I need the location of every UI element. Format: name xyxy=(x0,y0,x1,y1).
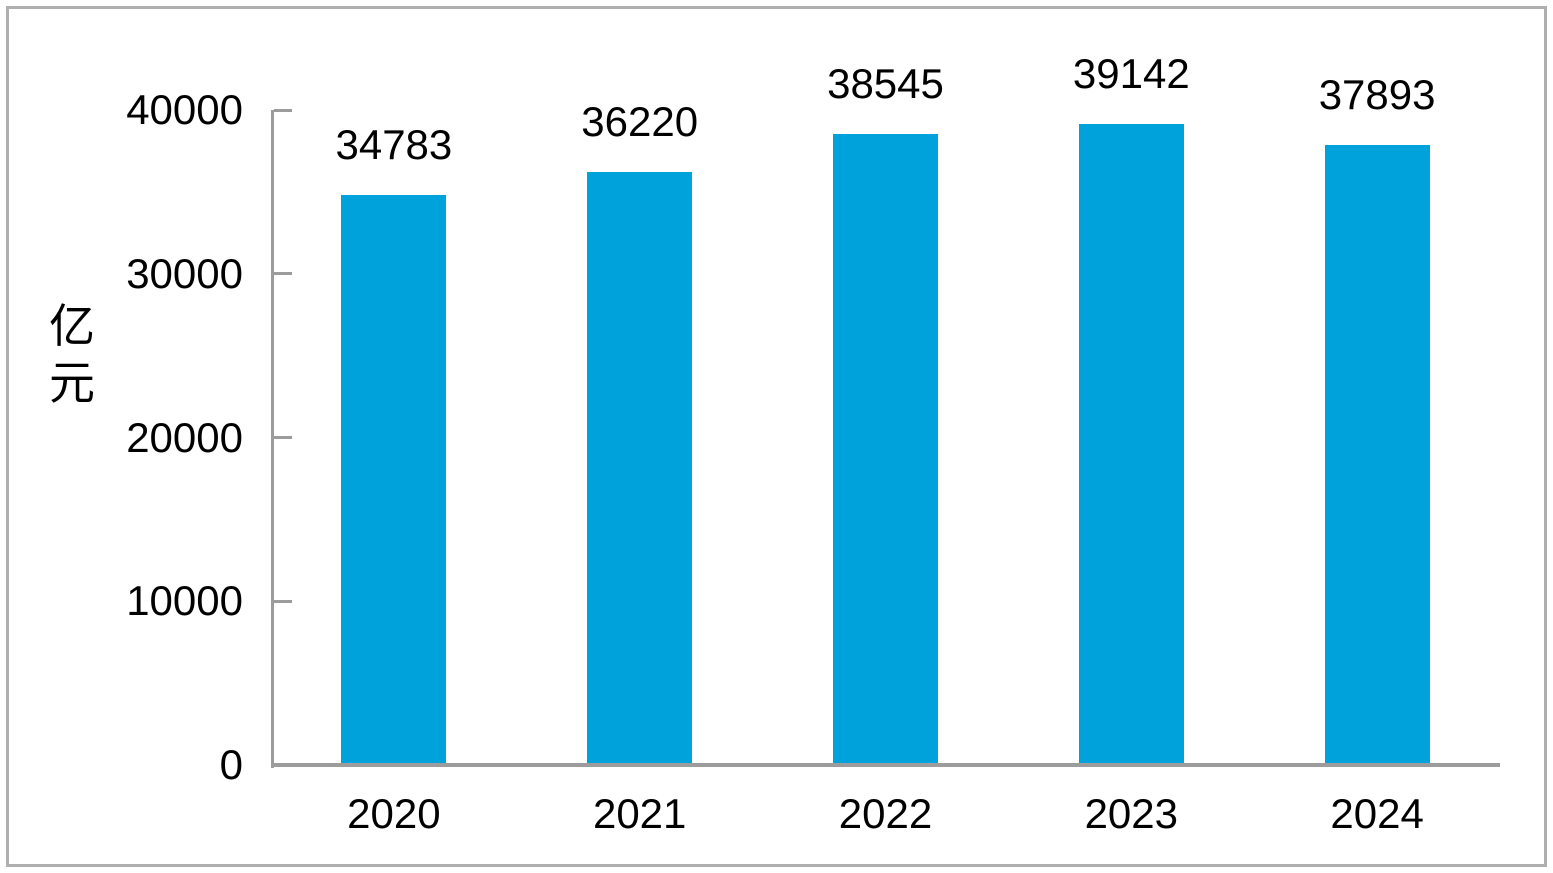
y-tick-label: 10000 xyxy=(126,577,243,625)
y-axis-title: 亿元 xyxy=(49,300,95,410)
y-tick-label: 40000 xyxy=(126,86,243,133)
y-tick-mark xyxy=(274,108,292,112)
y-tick-mark xyxy=(274,599,292,603)
x-axis-label-2023: 2023 xyxy=(1084,790,1179,837)
bar-2021 xyxy=(587,171,693,765)
y-tick-mark xyxy=(274,436,292,439)
bar-2024 xyxy=(1324,144,1430,765)
y-tick-label: 30000 xyxy=(126,249,243,297)
bar-2020 xyxy=(341,195,447,765)
bar-value-label: 34783 xyxy=(335,121,453,169)
x-axis-label-2022: 2022 xyxy=(838,790,933,837)
bar-2023 xyxy=(1078,124,1184,765)
y-tick-label: 0 xyxy=(219,741,243,788)
bar-value-label: 36220 xyxy=(581,97,699,145)
x-axis-label-2024: 2024 xyxy=(1330,790,1424,837)
y-tick-label: 20000 xyxy=(126,413,243,461)
bar-value-label: 38545 xyxy=(827,59,944,107)
x-axis-label-2021: 2021 xyxy=(592,790,687,837)
x-axis-label-2020: 2020 xyxy=(347,790,441,837)
x-axis-line xyxy=(271,763,1500,767)
y-axis-line xyxy=(271,110,274,768)
bar-value-label: 37893 xyxy=(1318,70,1436,118)
bar-value-label: 39142 xyxy=(1072,50,1190,98)
bar-2022 xyxy=(833,133,938,765)
y-tick-mark xyxy=(274,272,292,276)
